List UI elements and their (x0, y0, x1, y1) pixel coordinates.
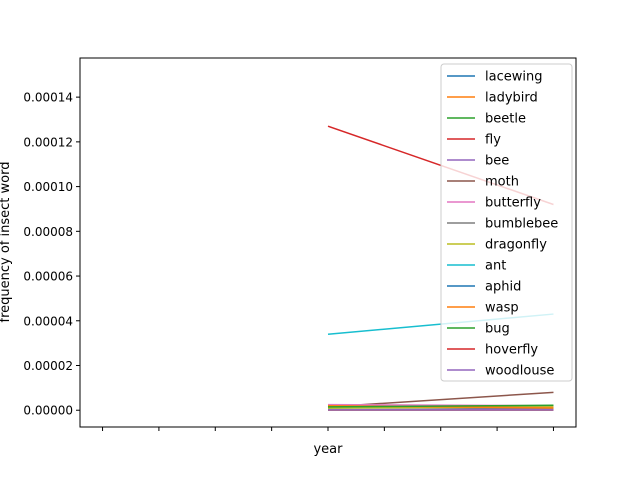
legend-label-dragonfly: dragonfly (485, 238, 547, 253)
legend-label-bumblebee: bumblebee (485, 217, 558, 232)
y-tick-label: 0.00004 (23, 314, 73, 328)
legend-label-aphid: aphid (485, 280, 521, 295)
y-tick-label: 0.00006 (23, 270, 73, 284)
legend-frame (440, 63, 573, 382)
x-axis-label: year (313, 442, 343, 457)
series-lines (327, 125, 554, 411)
legend-label-lacewing: lacewing (485, 70, 542, 85)
legend-label-wasp: wasp (485, 301, 519, 316)
legend-label-bug: bug (485, 322, 510, 337)
legend-label-ant: ant (485, 259, 506, 274)
y-tick-label: 0.00014 (23, 91, 73, 105)
legend-label-woodlouse: woodlouse (485, 364, 554, 379)
legend-label-hoverfly: hoverfly (485, 343, 538, 358)
y-tick-label: 0.00008 (23, 225, 73, 239)
series-line-bug (327, 404, 554, 408)
legend-label-ladybird: ladybird (485, 91, 538, 106)
legend-label-butterfly: butterfly (485, 196, 541, 211)
y-tick-label: 0.00000 (23, 404, 73, 418)
legend-label-fly: fly (485, 133, 501, 148)
y-axis-ticks: 0.00000 0.00002 0.00004 0.00006 0.00008 0.000… (23, 91, 80, 418)
legend-label-bee: bee (485, 154, 509, 169)
legend: lacewing ladybird beetle fly bee moth butterfl… (440, 63, 573, 382)
y-tick-label: 0.00010 (23, 180, 73, 194)
legend-label-moth: moth (485, 175, 519, 190)
legend-label-beetle: beetle (485, 112, 526, 127)
x-axis-ticks (102, 427, 554, 431)
y-tick-label: 0.00012 (23, 135, 73, 149)
y-axis-label: frequency of insect word (0, 162, 13, 323)
y-tick-label: 0.00002 (23, 359, 73, 373)
